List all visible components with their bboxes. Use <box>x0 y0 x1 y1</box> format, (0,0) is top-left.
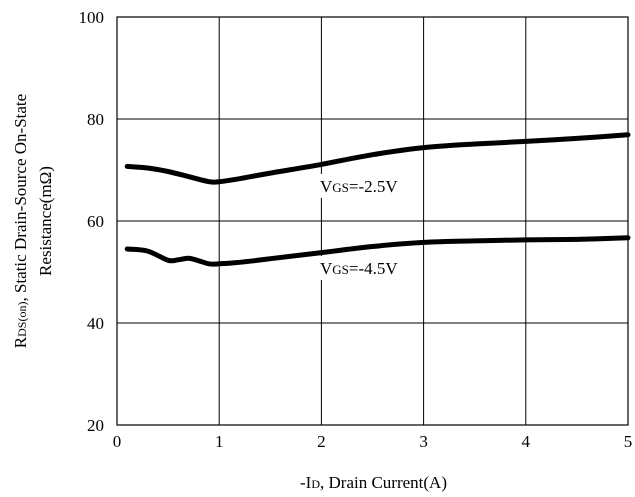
y-tick-label: 60 <box>87 212 104 231</box>
series-curves <box>124 132 631 267</box>
x-tick-label: 4 <box>522 432 531 451</box>
y-tick-label: 80 <box>87 110 104 129</box>
series-label: VGS=-2.5V <box>320 177 398 196</box>
svg-text:Resistance(mΩ): Resistance(mΩ) <box>36 166 55 276</box>
grid-lines <box>117 17 628 425</box>
series-label-background <box>318 174 422 198</box>
x-tick-label: 5 <box>624 432 633 451</box>
x-tick-label: 1 <box>215 432 224 451</box>
series-label: VGS=-4.5V <box>320 259 398 278</box>
x-tick-label: 2 <box>317 432 326 451</box>
y-axis-label: RDS(on), Static Drain-Source On-State Re… <box>11 94 55 348</box>
svg-text:RDS(on), Static Drain-Source O: RDS(on), Static Drain-Source On-State <box>11 94 30 348</box>
series-label-background <box>318 256 422 280</box>
series-line <box>124 132 631 185</box>
plot-frame <box>116 16 629 426</box>
x-tick-label: 0 <box>113 432 122 451</box>
series-labels: VGS=-2.5V VGS=-4.5V <box>318 174 422 280</box>
tick-labels: 0 1 2 3 4 5 20 40 60 80 100 <box>79 8 633 451</box>
y-tick-label: 20 <box>87 416 104 435</box>
series-line <box>124 235 631 267</box>
x-tick-label: 3 <box>419 432 428 451</box>
y-tick-label: 100 <box>79 8 105 27</box>
x-axis-label: -ID, Drain Current(A) <box>300 473 447 492</box>
y-tick-label: 40 <box>87 314 104 333</box>
